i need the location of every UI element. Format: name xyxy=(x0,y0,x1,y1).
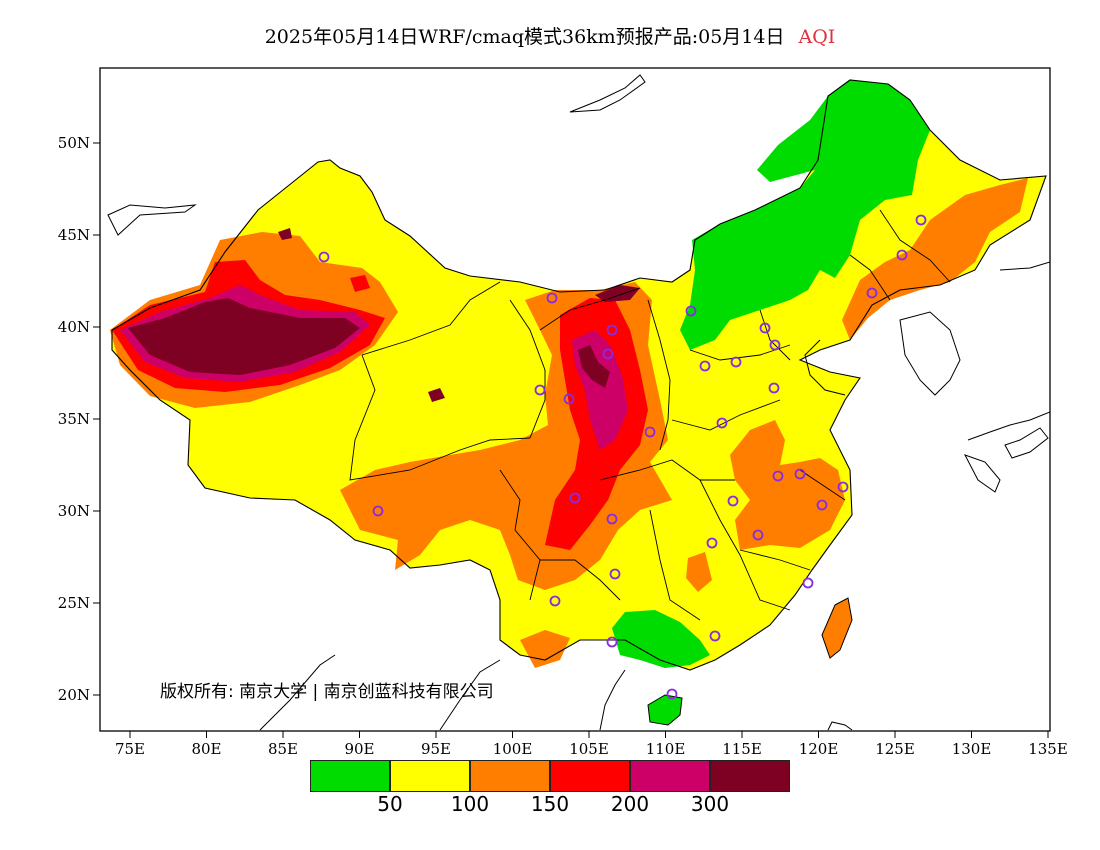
aqi-colorbar-labels: 50 100 150 200 300 xyxy=(310,792,790,820)
aqi-colorbar xyxy=(310,760,790,792)
colorbar-swatch xyxy=(390,760,470,792)
lon-tick-label: 95E xyxy=(421,740,451,758)
aqi-region-sensitive-taiwan xyxy=(822,598,852,658)
colorbar-label: 100 xyxy=(450,792,490,816)
province-boundaries xyxy=(349,209,951,621)
colorbar-label: 150 xyxy=(530,792,570,816)
lat-tick-label: 45N xyxy=(58,226,90,244)
lon-tick-label: 130E xyxy=(952,740,992,758)
lon-tick-label: 105E xyxy=(569,740,609,758)
hainan-outline xyxy=(647,694,683,726)
lon-tick-label: 80E xyxy=(191,740,221,758)
lon-tick-label: 120E xyxy=(799,740,839,758)
aqi-region-good-south xyxy=(612,610,710,668)
station-markers xyxy=(318,214,927,700)
map-frame xyxy=(99,67,1051,732)
aqi-region-sensitive-east xyxy=(730,420,845,550)
aqi-region-hazardous-xinjiang xyxy=(128,298,360,375)
lat-tick-label: 50N xyxy=(58,134,90,152)
colorbar-label: 50 xyxy=(377,792,403,816)
title-main: 2025年05月14日WRF/cmaq模式36km预报产品:05月14日 xyxy=(264,26,785,48)
china-outline xyxy=(111,79,1047,671)
lon-tick-label: 90E xyxy=(344,740,374,758)
aqi-region-hazardous-north xyxy=(595,285,640,302)
lon-tick-label: 85E xyxy=(268,740,298,758)
lat-tick-label: 30N xyxy=(58,502,90,520)
aqi-region-unhealthy-dot xyxy=(350,275,370,292)
lon-tick-label: 110E xyxy=(646,740,686,758)
lat-tick-label: 40N xyxy=(58,318,90,336)
lon-tick-label: 135E xyxy=(1028,740,1068,758)
colorbar-label: 300 xyxy=(690,792,730,816)
map-title: 2025年05月14日WRF/cmaq模式36km预报产品:05月14日 AQI xyxy=(0,22,1100,49)
colorbar-swatch xyxy=(470,760,550,792)
aqi-region-hazardous-xj-dot xyxy=(278,228,292,240)
neighbor-boundaries xyxy=(107,74,1050,731)
longitude-axis: 75E 80E 85E 90E 95E 100E 105E 110E 115E 120E 125E 1… xyxy=(115,731,1068,758)
taiwan-outline xyxy=(821,597,853,659)
lon-tick-label: 100E xyxy=(493,740,533,758)
lat-tick-label: 35N xyxy=(58,410,90,428)
aqi-region-hazardous-qinghai xyxy=(428,388,445,402)
title-variable: AQI xyxy=(798,26,836,48)
aqi-region-good-northeast xyxy=(680,80,930,350)
colorbar-swatch xyxy=(630,760,710,792)
lon-tick-label: 115E xyxy=(722,740,762,758)
lon-tick-label: 125E xyxy=(875,740,915,758)
lat-tick-label: 20N xyxy=(58,686,90,704)
latitude-axis: 50N 45N 40N 35N 30N 25N 20N xyxy=(58,134,100,704)
aqi-region-good-hainan xyxy=(648,695,682,725)
lat-tick-label: 25N xyxy=(58,594,90,612)
copyright-text: 版权所有: 南京大学 | 南京创蓝科技有限公司 xyxy=(160,682,494,702)
colorbar-swatch xyxy=(550,760,630,792)
aqi-region-hazardous-central xyxy=(578,345,610,388)
colorbar-swatch xyxy=(710,760,790,792)
colorbar-swatch xyxy=(310,760,390,792)
colorbar-label: 200 xyxy=(610,792,650,816)
aqi-region-sensitive-northeast xyxy=(842,178,1028,340)
map-layers: 版权所有: 南京大学 | 南京创蓝科技有限公司 xyxy=(107,74,1050,731)
lon-tick-label: 75E xyxy=(115,740,145,758)
aqi-region-sensitive-hn xyxy=(686,552,712,592)
aqi-region-sensitive-gx xyxy=(520,630,570,668)
